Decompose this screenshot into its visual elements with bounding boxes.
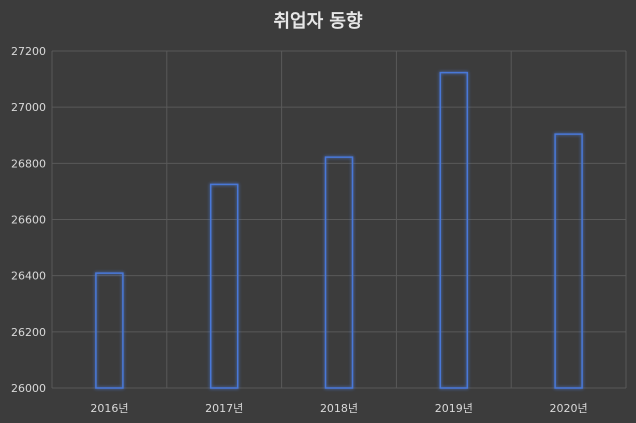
y-tick-label: 26200 — [11, 326, 46, 339]
y-tick-label: 26600 — [11, 214, 46, 227]
bar-2020년 — [554, 133, 583, 389]
x-tick-label: 2017년 — [205, 402, 243, 415]
bar-2019년 — [439, 71, 469, 389]
y-axis-ticks: 26000 26200 26400 26600 26800 27000 27200 — [11, 45, 46, 395]
bar-2017년 — [209, 183, 239, 389]
x-tick-label: 2016년 — [90, 402, 128, 415]
x-axis-ticks: 2016년 2017년 2018년 2019년 2020년 — [90, 402, 587, 415]
bar-2016년 — [95, 272, 124, 389]
y-tick-label: 26400 — [11, 270, 46, 283]
y-tick-label: 26000 — [11, 382, 46, 395]
y-tick-label: 27000 — [11, 101, 46, 114]
y-tick-label: 26800 — [11, 157, 46, 170]
grid-layer — [51, 50, 627, 389]
x-tick-label: 2020년 — [550, 402, 588, 415]
chart-title: 취업자 동향 — [273, 11, 363, 32]
x-tick-label: 2018년 — [320, 402, 358, 415]
y-tick-label: 27200 — [11, 45, 46, 58]
x-tick-label: 2019년 — [435, 402, 473, 415]
bar-layer — [95, 71, 583, 389]
bar-2018년 — [324, 156, 354, 389]
